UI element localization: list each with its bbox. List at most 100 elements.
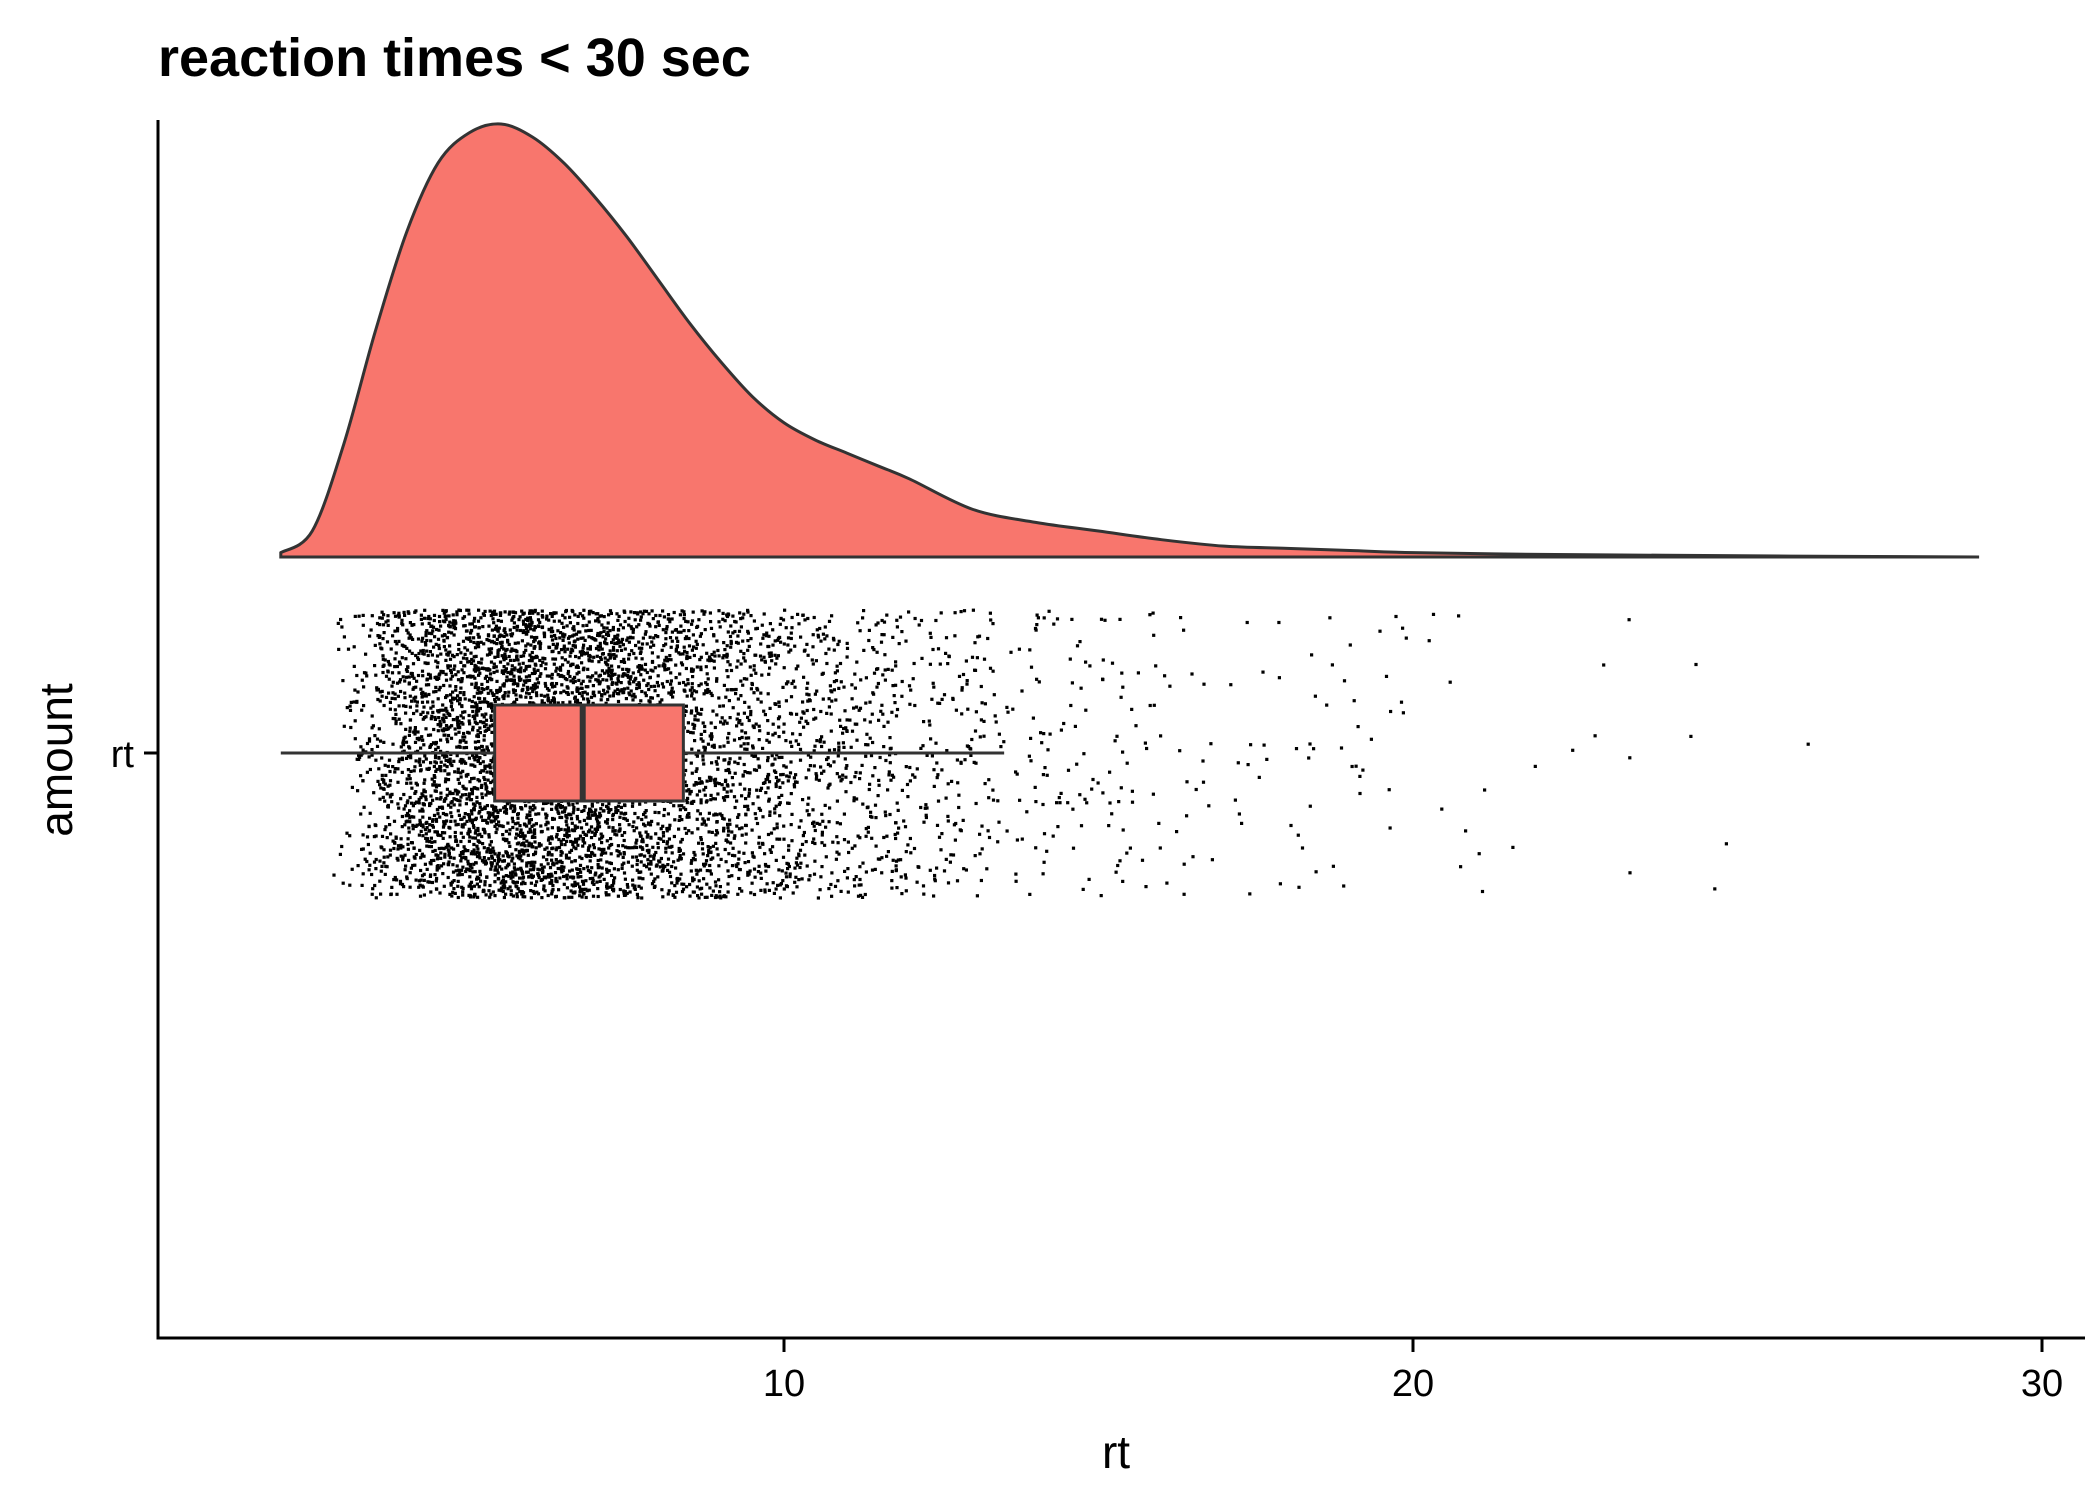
jitter-point xyxy=(353,737,357,741)
jitter-point xyxy=(599,656,603,660)
jitter-point xyxy=(882,633,886,637)
jitter-point xyxy=(607,674,611,678)
jitter-point xyxy=(622,889,626,893)
jitter-point xyxy=(533,662,537,666)
jitter-point xyxy=(668,823,672,827)
jitter-point xyxy=(712,813,716,817)
jitter-point xyxy=(505,675,509,679)
jitter-point xyxy=(832,748,837,752)
jitter-point xyxy=(378,634,382,638)
jitter-point xyxy=(586,868,590,873)
jitter-point xyxy=(556,673,560,677)
jitter-point xyxy=(634,676,638,680)
jitter-point xyxy=(554,669,558,673)
jitter-point xyxy=(485,850,489,854)
jitter-point xyxy=(406,665,410,669)
jitter-point xyxy=(869,810,873,814)
jitter-point xyxy=(440,805,444,809)
jitter-point xyxy=(719,857,723,861)
jitter-point xyxy=(435,868,439,872)
jitter-point xyxy=(505,802,509,806)
jitter-point xyxy=(551,657,555,661)
jitter-point xyxy=(424,634,428,638)
jitter-point xyxy=(425,844,429,848)
jitter-point xyxy=(808,874,812,878)
jitter-point xyxy=(489,689,493,693)
jitter-point xyxy=(531,611,535,615)
jitter-point xyxy=(396,694,400,698)
jitter-point xyxy=(813,744,817,748)
jitter-point xyxy=(597,690,601,694)
jitter-point xyxy=(393,657,397,661)
jitter-point xyxy=(557,651,561,655)
jitter-point xyxy=(605,884,609,889)
jitter-point xyxy=(489,702,493,706)
jitter-point xyxy=(682,629,686,633)
jitter-point xyxy=(566,660,570,664)
jitter-point xyxy=(592,694,597,698)
jitter-point xyxy=(530,860,534,864)
jitter-point xyxy=(393,877,397,881)
jitter-point xyxy=(422,694,426,698)
jitter-point xyxy=(587,612,591,616)
jitter-point xyxy=(378,859,382,863)
jitter-point xyxy=(394,719,398,723)
jitter-point xyxy=(543,889,547,893)
jitter-point xyxy=(388,707,392,711)
jitter-point xyxy=(409,801,414,805)
jitter-point xyxy=(539,641,543,646)
jitter-point xyxy=(449,819,453,823)
jitter-point xyxy=(880,871,884,875)
jitter-point xyxy=(436,637,441,641)
jitter-point xyxy=(748,665,752,669)
jitter-point xyxy=(678,808,682,812)
jitter-point xyxy=(414,852,418,857)
jitter-point xyxy=(746,715,750,719)
jitter-point xyxy=(1042,860,1046,864)
jitter-point xyxy=(684,666,688,671)
jitter-point xyxy=(428,823,432,827)
jitter-point xyxy=(551,816,555,821)
jitter-point xyxy=(480,796,484,800)
jitter-point xyxy=(1159,734,1163,738)
jitter-point xyxy=(729,624,733,628)
jitter-point xyxy=(622,672,626,676)
jitter-point xyxy=(450,653,455,657)
jitter-point xyxy=(442,755,447,759)
jitter-point xyxy=(693,723,697,727)
jitter-point xyxy=(706,687,710,692)
jitter-point xyxy=(628,635,633,639)
jitter-point xyxy=(970,737,974,742)
jitter-point xyxy=(472,640,476,645)
jitter-point xyxy=(433,717,437,721)
jitter-point xyxy=(1257,775,1261,779)
jitter-point xyxy=(971,608,975,612)
jitter-point xyxy=(544,801,548,805)
jitter-point xyxy=(587,888,591,892)
jitter-point xyxy=(877,783,881,787)
jitter-point xyxy=(890,886,894,890)
jitter-point xyxy=(463,624,467,628)
jitter-point xyxy=(951,853,956,857)
jitter-point xyxy=(1202,682,1206,686)
jitter-point xyxy=(837,748,841,752)
jitter-point xyxy=(529,623,533,627)
jitter-point xyxy=(687,788,691,792)
jitter-point xyxy=(576,637,580,641)
jitter-point xyxy=(1070,617,1074,621)
jitter-point xyxy=(439,723,443,727)
jitter-point xyxy=(503,652,507,656)
jitter-point xyxy=(1042,732,1046,736)
jitter-point xyxy=(469,629,473,633)
jitter-point xyxy=(690,619,695,623)
jitter-point xyxy=(512,658,516,662)
jitter-point xyxy=(447,758,451,762)
jitter-point xyxy=(348,708,353,712)
jitter-point xyxy=(713,895,718,900)
jitter-point xyxy=(527,844,531,848)
jitter-point xyxy=(791,891,795,895)
jitter-point xyxy=(662,813,666,818)
jitter-point xyxy=(736,659,740,663)
jitter-point xyxy=(695,793,699,797)
jitter-point xyxy=(1300,846,1305,850)
